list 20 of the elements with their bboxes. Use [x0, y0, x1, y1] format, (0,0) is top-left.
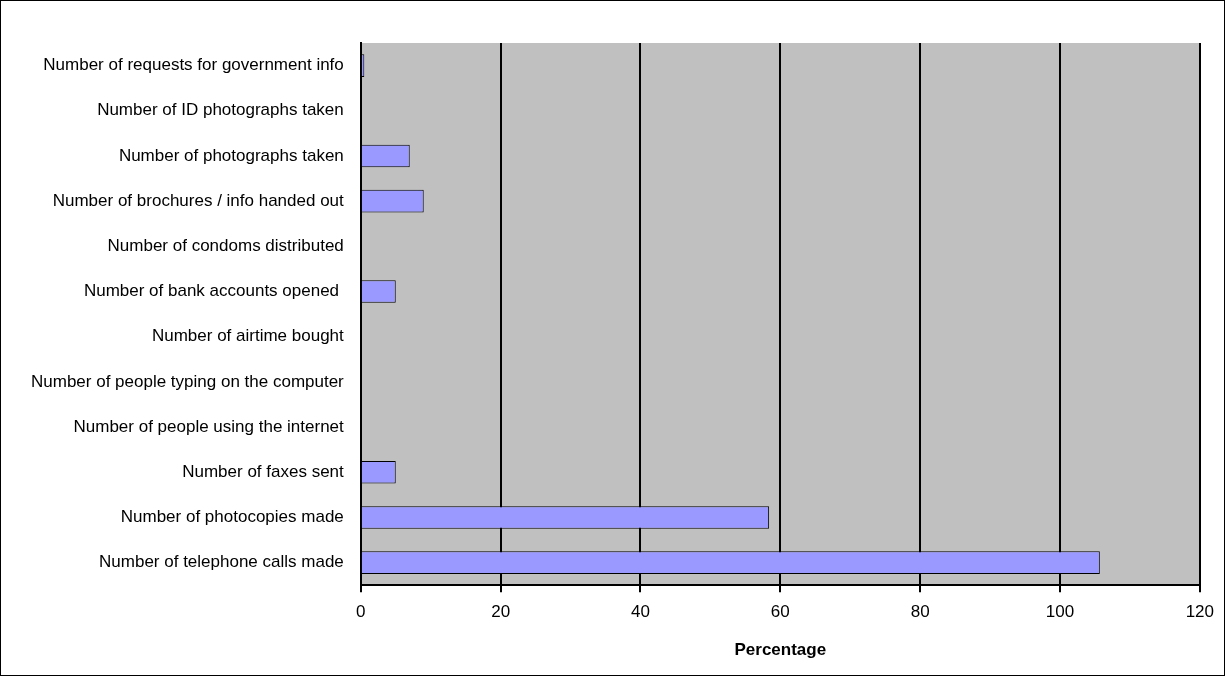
y-tick-label: Number of condoms distributed [107, 236, 344, 256]
x-tick-label: 100 [1045, 602, 1075, 622]
y-tick-label: Number of airtime bought [151, 326, 345, 346]
y-tick-label: Number of ID photographs taken [97, 100, 344, 120]
x-axis-title: Percentage [734, 640, 827, 660]
y-tick-label: Number of bank accounts opened [83, 281, 344, 301]
x-tick-label: 120 [1185, 602, 1215, 622]
y-tick-label: Number of requests for government info [43, 55, 344, 75]
x-tick-label: 80 [910, 602, 930, 622]
x-tick-label: 40 [631, 602, 650, 622]
y-tick-label: Number of telephone calls made [99, 552, 344, 572]
y-tick-label: Number of people using the internet [73, 416, 345, 436]
y-tick-label: Number of faxes sent [182, 461, 345, 481]
x-tick-label: 0 [356, 602, 366, 622]
x-tick-label: 60 [770, 602, 790, 622]
x-tick-label: 20 [491, 602, 511, 622]
y-tick-label: Number of photocopies made [120, 507, 344, 527]
y-tick-label: Number of people typing on the computer [30, 371, 345, 391]
y-tick-label: Number of brochures / info handed out [52, 190, 345, 210]
y-tick-label: Number of photographs taken [118, 145, 344, 165]
